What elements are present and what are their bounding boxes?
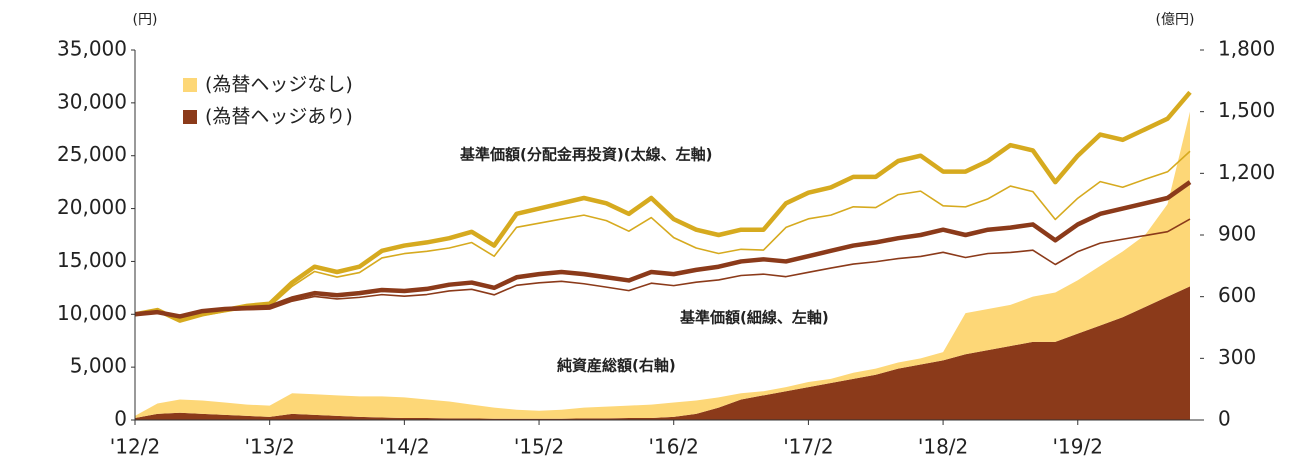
line (134, 180, 1192, 319)
y-unit: (円) (133, 12, 158, 28)
line (134, 150, 1191, 323)
legend-label: (為替ヘッジなし) (205, 74, 353, 96)
y2-tick-label: 0 (1218, 407, 1231, 431)
legend-swatch (183, 78, 197, 92)
y-tick-label: 35,000 (57, 37, 127, 61)
y2-tick-label: 900 (1218, 222, 1256, 246)
legend-label: (為替ヘッジあり) (205, 106, 353, 128)
y2-tick-label: 1,500 (1218, 98, 1275, 122)
y2-unit: (億円) (1156, 12, 1195, 28)
y-tick-label: 25,000 (57, 142, 127, 166)
annotation: 基準価額(細線、左軸) (679, 309, 829, 327)
annotation: 基準価額(分配金再投資)(太線、左軸) (459, 146, 712, 164)
x-tick-label: '12/2 (110, 435, 160, 459)
x-tick-label: '15/2 (514, 435, 564, 459)
y-tick-label: 20,000 (57, 195, 127, 219)
y-tick-label: 0 (114, 407, 127, 431)
y2-tick-label: 1,800 (1218, 37, 1275, 61)
line (134, 218, 1191, 318)
y-tick-label: 15,000 (57, 248, 127, 272)
x-tick-label: '17/2 (783, 435, 833, 459)
x-tick-label: '18/2 (918, 435, 968, 459)
area (135, 286, 1190, 420)
x-tick-label: '13/2 (244, 435, 294, 459)
x-tick-label: '16/2 (649, 435, 699, 459)
x-tick-label: '14/2 (379, 435, 429, 459)
line (134, 90, 1192, 323)
legend-swatch (183, 110, 197, 124)
y-tick-label: 5,000 (70, 354, 127, 378)
y-tick-label: 30,000 (57, 89, 127, 113)
x-tick-label: '19/2 (1053, 435, 1103, 459)
y2-tick-label: 1,200 (1218, 160, 1275, 184)
y-tick-label: 10,000 (57, 301, 127, 325)
y2-tick-label: 300 (1218, 345, 1256, 369)
annotation: 純資産総額(右軸) (557, 357, 676, 375)
y2-tick-label: 600 (1218, 283, 1256, 307)
